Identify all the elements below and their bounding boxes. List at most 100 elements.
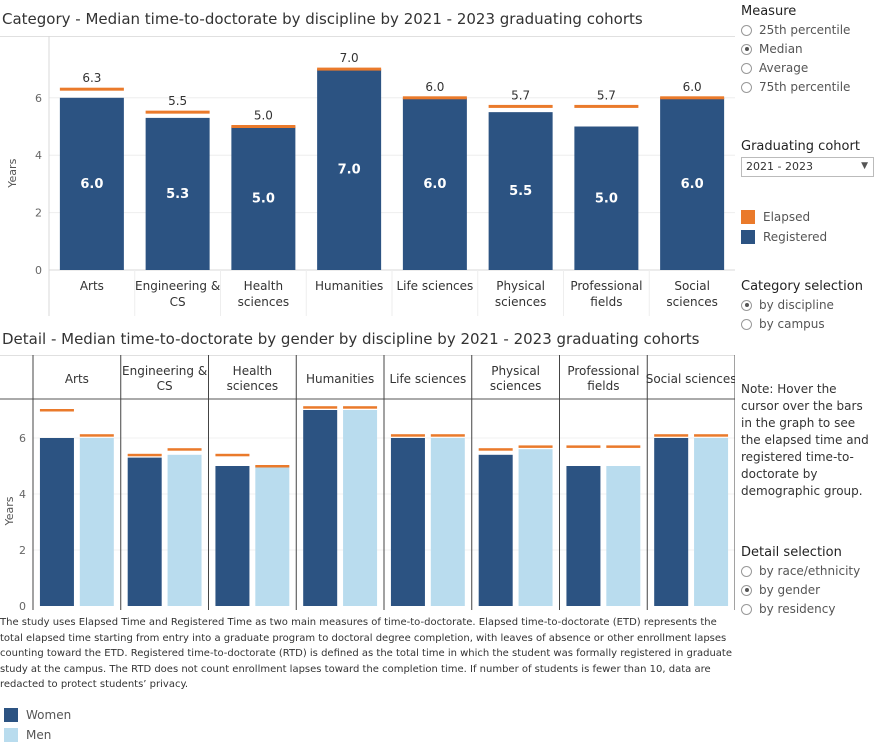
- bar-men-professional-fields: [606, 466, 641, 606]
- x-tick-label-social-sciences: Social: [674, 279, 710, 293]
- bar-registered-life-sciences: [402, 97, 467, 270]
- bar-men-health-sciences: [255, 466, 290, 606]
- radio-icon[interactable]: [741, 24, 752, 36]
- cohort-value: 2021 - 2023: [746, 160, 813, 173]
- bar-registered-professional-fields: [574, 126, 639, 270]
- marker-elapsed-professional-fields: [574, 104, 639, 108]
- bar-men-arts: [79, 438, 114, 606]
- measure-option-average[interactable]: Average: [741, 60, 850, 76]
- data-label-elapsed-health-sciences: 5.0: [254, 109, 273, 123]
- x-tick-label-social-sciences: sciences: [666, 295, 717, 309]
- y-tick-label: 0: [35, 264, 42, 277]
- category-option-discipline[interactable]: by discipline: [741, 297, 863, 313]
- men-swatch: [4, 728, 18, 742]
- category-option-campus[interactable]: by campus: [741, 316, 863, 332]
- bar-men-engineering-cs: [167, 454, 202, 606]
- panel-header-engineering-cs: CS: [157, 379, 173, 393]
- radio-icon[interactable]: [741, 603, 752, 615]
- legend-item-elapsed[interactable]: Elapsed: [741, 207, 827, 227]
- y-axis-title: Years: [3, 496, 16, 526]
- bar-men-physical-sciences: [518, 449, 553, 606]
- radio-icon[interactable]: [741, 81, 752, 93]
- marker-elapsed-men-physical-sciences: [518, 445, 553, 448]
- legend-item-registered[interactable]: Registered: [741, 227, 827, 247]
- x-tick-label-engineering-cs: CS: [170, 295, 186, 309]
- bar-registered-health-sciences: [231, 126, 296, 270]
- panel-header-professional-fields: fields: [587, 379, 619, 393]
- marker-elapsed-men-humanities: [343, 406, 378, 409]
- data-label-registered-engineering-cs: 5.3: [166, 187, 189, 202]
- radio-selected-icon[interactable]: [741, 299, 752, 311]
- y-tick-label: 2: [19, 544, 26, 557]
- marker-elapsed-men-life-sciences: [430, 434, 465, 437]
- x-tick-label-health-sciences: sciences: [238, 295, 289, 309]
- bar-registered-engineering-cs: [145, 117, 210, 270]
- legend-item-men[interactable]: Men: [4, 725, 71, 745]
- marker-elapsed-men-social-sciences: [694, 434, 729, 437]
- elapsed-registered-legend: Elapsed Registered: [741, 207, 827, 247]
- x-tick-label-professional-fields: Professional: [570, 279, 642, 293]
- detail-option-race[interactable]: by race/ethnicity: [741, 563, 860, 579]
- measure-option-25th[interactable]: 25th percentile: [741, 22, 850, 38]
- data-label-elapsed-life-sciences: 6.0: [425, 80, 444, 94]
- x-tick-label-life-sciences: Life sciences: [396, 279, 473, 293]
- panel-header-health-sciences: sciences: [227, 379, 278, 393]
- x-tick-label-health-sciences: Health: [244, 279, 283, 293]
- marker-elapsed-women-humanities: [303, 406, 338, 409]
- measure-option-75th[interactable]: 75th percentile: [741, 79, 850, 95]
- legend-item-women[interactable]: Women: [4, 705, 71, 725]
- marker-elapsed-men-professional-fields: [606, 445, 641, 448]
- x-tick-label-physical-sciences: Physical: [496, 279, 545, 293]
- data-label-registered-physical-sciences: 5.5: [509, 184, 532, 199]
- panel-header-social-sciences: Social sciences: [646, 372, 735, 386]
- bar-men-social-sciences: [694, 438, 729, 606]
- methodology-footnote: The study uses Elapsed Time and Register…: [0, 617, 732, 690]
- y-tick-label: 4: [19, 488, 26, 501]
- radio-selected-icon[interactable]: [741, 43, 752, 55]
- marker-elapsed-women-social-sciences: [654, 434, 689, 437]
- y-tick-label: 2: [35, 207, 42, 220]
- x-tick-label-engineering-cs: Engineering &: [135, 279, 220, 293]
- bar-women-social-sciences: [654, 438, 689, 606]
- bar-registered-arts: [59, 97, 124, 270]
- x-tick-label-professional-fields: fields: [590, 295, 622, 309]
- radio-icon[interactable]: [741, 318, 752, 330]
- detail-option-gender[interactable]: by gender: [741, 582, 860, 598]
- data-label-elapsed-engineering-cs: 5.5: [168, 94, 187, 108]
- cohort-heading: Graduating cohort: [741, 139, 860, 154]
- radio-icon[interactable]: [741, 62, 752, 74]
- x-tick-label-humanities: Humanities: [315, 279, 383, 293]
- marker-elapsed-physical-sciences: [488, 104, 553, 108]
- data-label-registered-social-sciences: 6.0: [681, 177, 704, 192]
- panel-header-health-sciences: Health: [233, 364, 272, 378]
- panel-header-physical-sciences: sciences: [490, 379, 541, 393]
- panel-header-professional-fields: Professional: [567, 364, 639, 378]
- panel-header-humanities: Humanities: [306, 372, 374, 386]
- data-label-elapsed-arts: 6.3: [82, 71, 101, 85]
- detail-option-residency[interactable]: by residency: [741, 601, 860, 617]
- category-chart[interactable]: 0 2 4 6 Years 6.0 6.3 Arts 5.3 5.5 Engineering & CS…: [0, 36, 735, 316]
- bar-women-humanities: [303, 410, 338, 606]
- marker-elapsed-social-sciences: [660, 96, 725, 100]
- y-tick-label: 0: [19, 600, 26, 610]
- y-tick-label: 6: [35, 92, 42, 105]
- cohort-dropdown[interactable]: 2021 - 2023 ▼: [741, 157, 874, 177]
- panel-header-life-sciences: Life sciences: [389, 372, 466, 386]
- x-tick-label-arts: Arts: [80, 279, 104, 293]
- marker-elapsed-women-life-sciences: [390, 434, 425, 437]
- marker-elapsed-women-health-sciences: [215, 453, 250, 457]
- measure-option-median[interactable]: Median: [741, 41, 850, 57]
- bar-women-engineering-cs: [127, 457, 162, 606]
- bar-men-life-sciences: [430, 438, 465, 606]
- data-label-registered-humanities: 7.0: [338, 163, 361, 178]
- y-axis-title: Years: [6, 158, 19, 188]
- bar-women-arts: [39, 438, 74, 606]
- radio-icon[interactable]: [741, 565, 752, 577]
- bar-registered-humanities: [317, 69, 382, 270]
- radio-selected-icon[interactable]: [741, 584, 752, 596]
- marker-elapsed-life-sciences: [402, 96, 467, 100]
- marker-elapsed-arts: [59, 87, 124, 91]
- measure-heading: Measure: [741, 4, 797, 19]
- marker-elapsed-men-engineering-cs: [167, 448, 202, 451]
